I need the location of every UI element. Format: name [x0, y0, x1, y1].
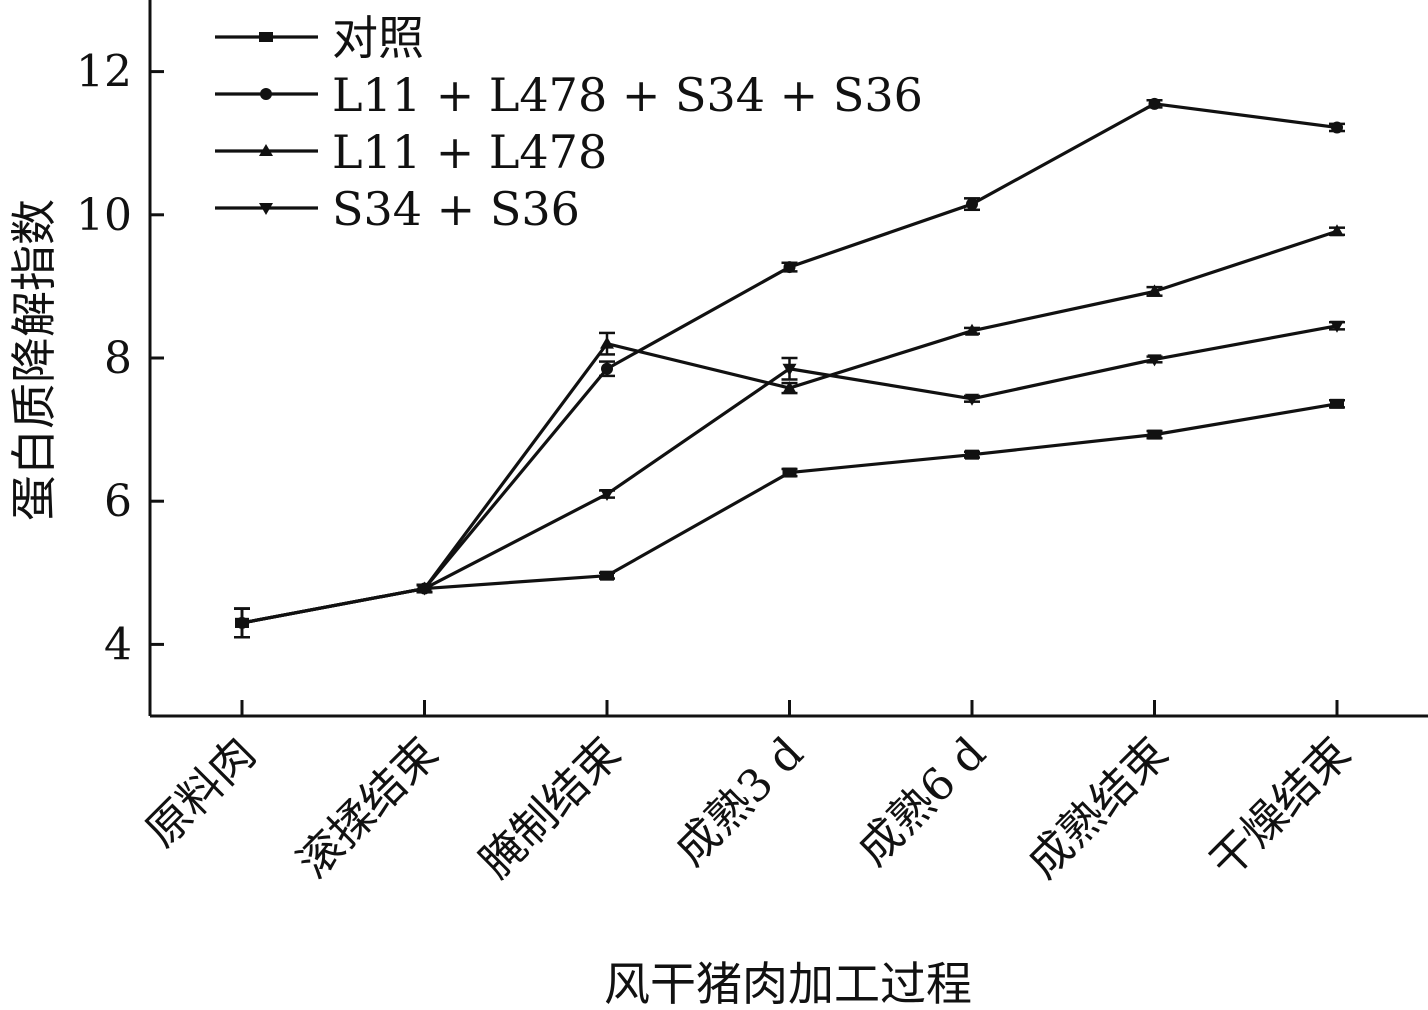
data-point-triangle-down [600, 489, 614, 502]
legend-label: S34 + S36 [332, 182, 580, 236]
y-tick-label: 10 [76, 190, 132, 241]
x-tick-label: 成熟结束 [1018, 728, 1179, 889]
x-ticks: 原料肉 滚揉结束 腌制结束 成熟3 d 成熟6 d 成熟结束 干燥结束 [136, 700, 1361, 889]
x-axis-label: 风干猪肉加工过程 [604, 957, 972, 1010]
data-point-triangle-up [1147, 284, 1162, 297]
x-tick-label: 腌制结束 [470, 728, 631, 889]
data-point-triangle-down [782, 363, 797, 376]
y-tick-label: 8 [104, 333, 132, 384]
x-tick-label: 原料肉 [136, 728, 265, 857]
x-tick-label: 滚揉结束 [288, 728, 449, 889]
data-point-circle [260, 88, 272, 100]
legend-label: L11 + L478 [332, 125, 607, 179]
x-tick-label: 成熟6 d [848, 728, 996, 876]
data-point-triangle-up [1330, 224, 1344, 237]
data-point-triangle-up [259, 144, 273, 156]
data-point-square [600, 570, 614, 581]
data-point-triangle-down [1330, 320, 1344, 333]
data-point-circle [783, 261, 796, 274]
legend-entry: S34 + S36 [215, 182, 580, 236]
x-tick-label: 干燥结束 [1200, 728, 1361, 889]
y-tick-label: 6 [104, 476, 132, 527]
y-axis-label: 蛋白质降解指数 [7, 199, 61, 521]
legend-entry: L11 + L478 + S34 + S36 [215, 68, 923, 122]
data-point-square [782, 467, 797, 478]
legend-label: 对照 [332, 11, 424, 65]
data-point-triangle-down [417, 583, 432, 596]
series-line [241, 402, 1338, 625]
series-line [241, 229, 1338, 625]
data-point-triangle-down [235, 617, 249, 630]
legend-label: L11 + L478 + S34 + S36 [332, 68, 923, 122]
data-point-triangle-up [600, 336, 614, 349]
plot-area [234, 97, 1345, 639]
x-tick-label: 成熟3 d [665, 728, 813, 876]
data-point-circle [1148, 97, 1161, 110]
y-tick-label: 4 [104, 619, 132, 670]
data-point-square [259, 32, 273, 42]
legend-entry: 对照 [215, 11, 424, 65]
data-point-square [1330, 398, 1344, 409]
series-1 [234, 398, 1345, 639]
data-point-triangle-up [782, 381, 797, 394]
data-point-circle [601, 362, 613, 375]
data-point-triangle-down [965, 393, 979, 406]
data-point-square [965, 449, 979, 460]
y-ticks: 4 6 8 10 12 [76, 47, 164, 670]
data-point-triangle-down [1147, 354, 1162, 367]
data-point-circle [966, 198, 978, 211]
y-tick-label: 12 [76, 47, 132, 98]
series-4 [234, 320, 1345, 639]
data-point-square [1147, 429, 1162, 440]
data-point-circle [1331, 121, 1343, 134]
data-point-triangle-up [965, 323, 979, 336]
legend-entry: L11 + L478 [215, 125, 607, 179]
data-point-triangle-down [259, 203, 273, 215]
